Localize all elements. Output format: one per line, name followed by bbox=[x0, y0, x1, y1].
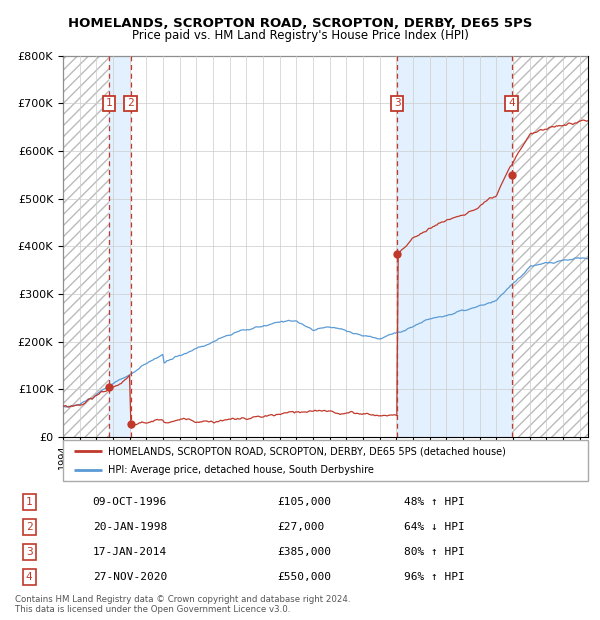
Text: £27,000: £27,000 bbox=[277, 522, 324, 532]
Bar bbox=[397, 56, 511, 437]
Text: HOMELANDS, SCROPTON ROAD, SCROPTON, DERBY, DE65 5PS (detached house): HOMELANDS, SCROPTON ROAD, SCROPTON, DERB… bbox=[107, 446, 505, 456]
Text: 09-OCT-1996: 09-OCT-1996 bbox=[92, 497, 167, 507]
Text: £105,000: £105,000 bbox=[277, 497, 331, 507]
Bar bbox=[109, 56, 130, 437]
Text: Price paid vs. HM Land Registry's House Price Index (HPI): Price paid vs. HM Land Registry's House … bbox=[131, 29, 469, 42]
Text: 27-NOV-2020: 27-NOV-2020 bbox=[92, 572, 167, 582]
Text: 17-JAN-2014: 17-JAN-2014 bbox=[92, 547, 167, 557]
Text: HOMELANDS, SCROPTON ROAD, SCROPTON, DERBY, DE65 5PS: HOMELANDS, SCROPTON ROAD, SCROPTON, DERB… bbox=[68, 17, 532, 30]
Text: 1: 1 bbox=[106, 99, 113, 108]
Text: HPI: Average price, detached house, South Derbyshire: HPI: Average price, detached house, Sout… bbox=[107, 466, 373, 476]
Text: 96% ↑ HPI: 96% ↑ HPI bbox=[404, 572, 464, 582]
Text: 3: 3 bbox=[26, 547, 32, 557]
Text: 4: 4 bbox=[26, 572, 32, 582]
Text: £385,000: £385,000 bbox=[277, 547, 331, 557]
Text: Contains HM Land Registry data © Crown copyright and database right 2024.: Contains HM Land Registry data © Crown c… bbox=[15, 595, 350, 604]
Text: 64% ↓ HPI: 64% ↓ HPI bbox=[404, 522, 464, 532]
Text: 4: 4 bbox=[508, 99, 515, 108]
Text: This data is licensed under the Open Government Licence v3.0.: This data is licensed under the Open Gov… bbox=[15, 604, 290, 614]
Text: 80% ↑ HPI: 80% ↑ HPI bbox=[404, 547, 464, 557]
Text: £550,000: £550,000 bbox=[277, 572, 331, 582]
Text: 2: 2 bbox=[127, 99, 134, 108]
Text: 48% ↑ HPI: 48% ↑ HPI bbox=[404, 497, 464, 507]
Text: 20-JAN-1998: 20-JAN-1998 bbox=[92, 522, 167, 532]
Text: 3: 3 bbox=[394, 99, 401, 108]
Text: 1: 1 bbox=[26, 497, 32, 507]
FancyBboxPatch shape bbox=[63, 440, 588, 480]
Text: 2: 2 bbox=[26, 522, 32, 532]
